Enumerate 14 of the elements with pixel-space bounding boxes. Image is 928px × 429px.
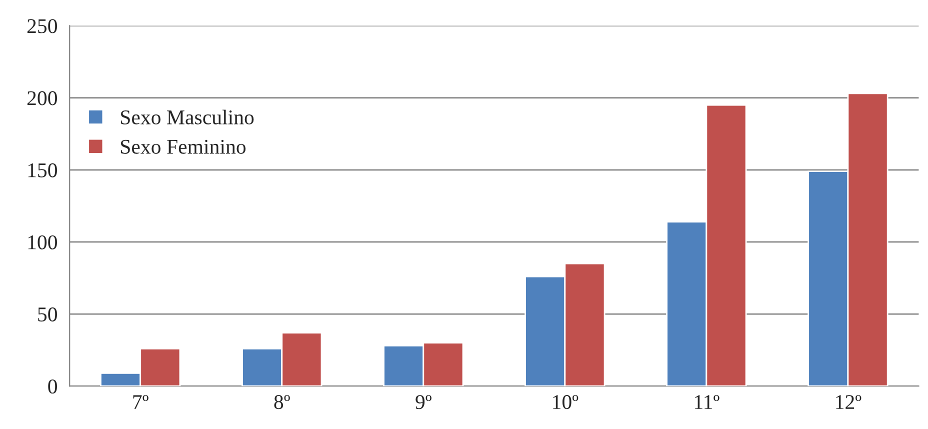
y-tick-label: 50: [38, 307, 57, 322]
y-tick-label: 150: [28, 163, 57, 178]
legend-label: Sexo Masculino: [120, 110, 254, 124]
x-tick-label: 8º: [274, 395, 290, 410]
x-tick-label: 9º: [416, 395, 432, 410]
x-tick-label: 12º: [836, 395, 862, 409]
y-tick-label: 250: [27, 19, 57, 34]
y-tick-label: 200: [27, 91, 57, 106]
y-tick-label: 100: [28, 235, 57, 250]
legend-label: Sexo Feminino: [120, 140, 246, 154]
x-tick-label: 7º: [133, 395, 148, 409]
x-tick-label: 10º: [553, 395, 578, 410]
y-tick-label: 0: [48, 379, 57, 394]
x-tick-label: 11º: [695, 395, 720, 409]
